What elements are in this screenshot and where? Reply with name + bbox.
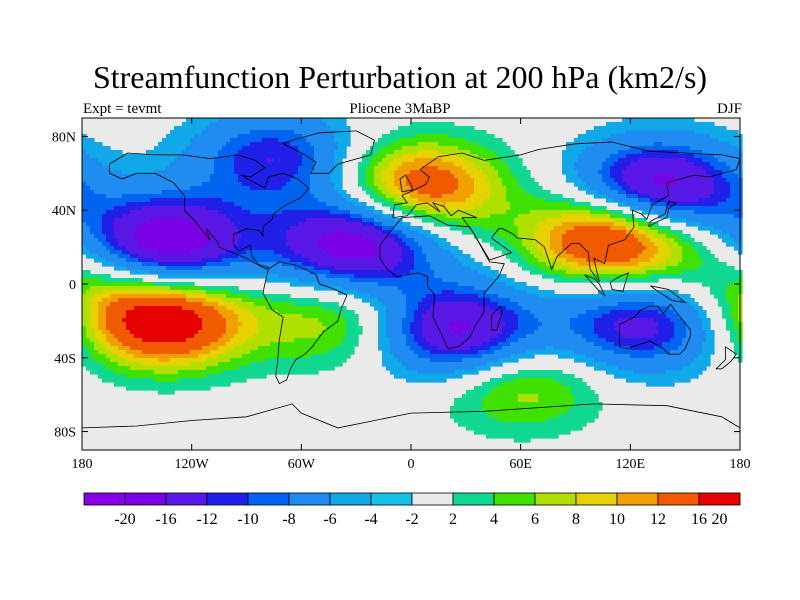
colorbar-swatch (575, 492, 618, 506)
colorbar-swatch (165, 492, 208, 506)
colorbar-label: 6 (531, 511, 539, 528)
colorbar-swatch (288, 492, 331, 506)
period-label: Pliocene 3MaBP (349, 101, 451, 117)
lon-label: 180 (72, 457, 93, 472)
colorbar-swatch (534, 492, 577, 506)
coastline (109, 152, 310, 270)
colorbar-label: 16 (691, 511, 707, 528)
colorbar-label: -10 (237, 511, 258, 528)
colorbar-label: 8 (572, 511, 580, 528)
coastline (392, 141, 741, 283)
colorbar-swatch (616, 492, 659, 506)
lon-label: 120E (616, 457, 646, 472)
coastline (619, 303, 691, 355)
lat-label: 40S (54, 352, 76, 367)
lon-label: 180 (730, 457, 751, 472)
colorbar-label: -4 (364, 511, 377, 528)
colorbar-swatch (657, 492, 700, 506)
colorbar-label: -8 (282, 511, 295, 528)
experiment-label: Expt = tevmt (83, 101, 162, 117)
coastline (399, 174, 414, 193)
contour-field (82, 118, 743, 443)
colorbar-label: 12 (650, 511, 666, 528)
colorbar-swatch (329, 492, 372, 506)
colorbar-swatch (370, 492, 413, 506)
lat-label: 0 (69, 278, 76, 293)
lon-label: 60E (509, 457, 532, 472)
coastline (648, 200, 677, 228)
coastline (81, 403, 741, 429)
colorbar-label: 4 (490, 511, 498, 528)
coastline (262, 261, 348, 385)
coastline (609, 272, 630, 292)
colorbar-swatch (493, 492, 536, 506)
lat-label: 80N (52, 130, 76, 145)
colorbar-swatch (411, 492, 454, 506)
colorbar-label: -16 (155, 511, 176, 528)
colorbar-swatch (452, 492, 495, 506)
colorbar-swatch (698, 492, 741, 506)
colorbar: -20 -16 -12 -10 -8 -6 -4 -2 2 4 6 8 10 12 16 20 (83, 492, 741, 528)
colorbar-label: 2 (449, 511, 457, 528)
season-label: DJF (716, 101, 742, 117)
colorbar-label: -12 (196, 511, 217, 528)
lat-label: 40N (52, 204, 76, 219)
coastline (282, 130, 375, 174)
colorbar-swatch (247, 492, 290, 506)
coastline (650, 285, 687, 304)
coastlines (81, 130, 741, 429)
colorbar-label: 20 (712, 511, 728, 528)
colorbar-label: -2 (405, 511, 418, 528)
coastline (491, 305, 503, 331)
coastline (379, 215, 505, 350)
lon-label: 60W (288, 457, 316, 472)
colorbar-swatch (124, 492, 167, 506)
colorbar-label: -6 (323, 511, 336, 528)
coastline (715, 346, 737, 370)
colorbar-swatch (206, 492, 249, 506)
plot-title: Streamfunction Perturbation at 200 hPa (… (92, 59, 708, 95)
colorbar-label: 10 (609, 511, 625, 528)
colorbar-swatch (83, 492, 126, 506)
lat-label: 80S (54, 426, 76, 441)
coastline (584, 274, 606, 297)
lon-label: 120W (175, 457, 210, 472)
lon-label: 0 (408, 457, 415, 472)
colorbar-label: -20 (114, 511, 135, 528)
